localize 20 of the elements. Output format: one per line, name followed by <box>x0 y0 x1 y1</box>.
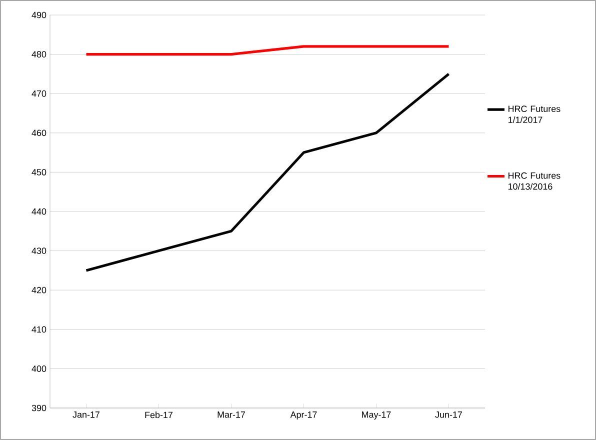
line-series <box>84 72 450 272</box>
x-tick-label: Jan-17 <box>72 412 100 418</box>
y-tick-label: 410 <box>32 326 46 333</box>
y-tick-label: 430 <box>32 248 46 254</box>
y-tick-label: 450 <box>32 169 46 176</box>
x-tick-label: Jun-17 <box>435 412 462 418</box>
y-tick-label: 490 <box>32 12 46 18</box>
y-tick-label: 420 <box>32 286 46 294</box>
legend-label: HRC Futures 10/13/2016 <box>508 172 560 190</box>
y-tick-label: 400 <box>32 366 46 372</box>
x-tick-label: Mar-17 <box>218 412 245 418</box>
x-tick-label: Feb-17 <box>145 412 172 418</box>
y-tick-label: 460 <box>32 130 46 136</box>
x-tick-label: May-17 <box>362 412 391 420</box>
x-tick-label: Apr-17 <box>290 412 317 420</box>
y-tick-label: 470 <box>32 90 46 97</box>
legend-label: HRC Futures 1/1/2017 <box>508 106 560 123</box>
y-tick-label: 440 <box>32 208 46 215</box>
y-tick-label: 390 <box>32 404 46 412</box>
y-tick-label: 480 <box>32 51 46 58</box>
